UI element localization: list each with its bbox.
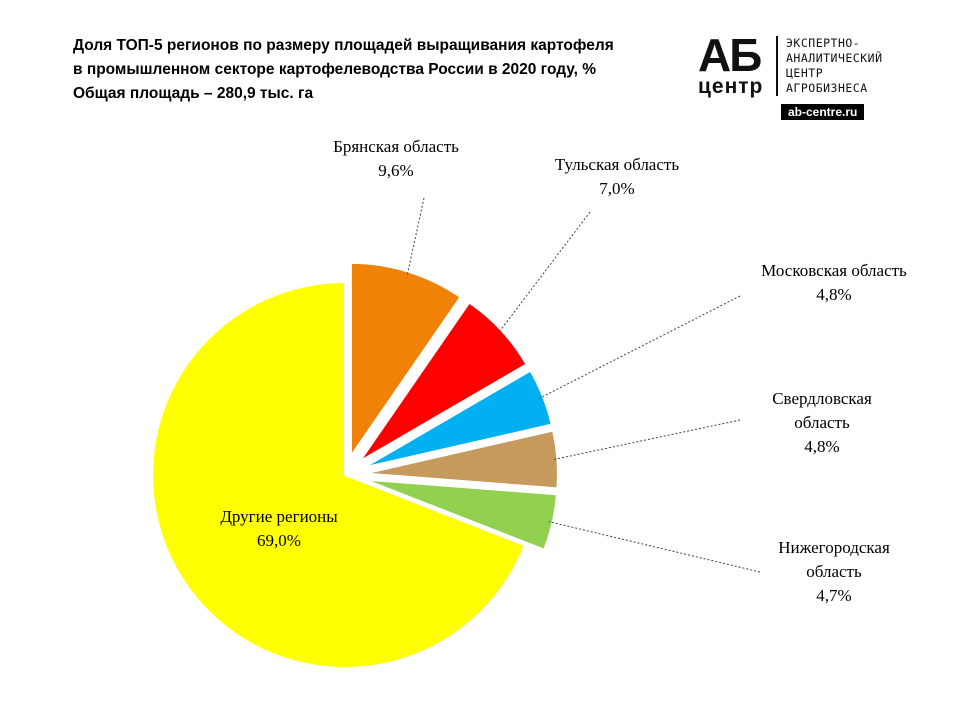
ab-centre-logo: АБ центр ЭКСПЕРТНО- АНАЛИТИЧЕСКИЙ ЦЕНТР … (690, 30, 940, 122)
leader-line (553, 419, 741, 461)
slice-name-label: Другие регионы (220, 507, 338, 526)
slice-value-label: 69,0% (257, 531, 301, 550)
slice-name-label: Тульская область (555, 155, 679, 174)
pie-slice (151, 280, 527, 669)
logo-text-line: ЭКСПЕРТНО- (786, 36, 861, 50)
title-line-2: в промышленном секторе картофелеводства … (73, 61, 597, 78)
leader-line (497, 211, 591, 334)
slice-name-label: область (806, 562, 862, 581)
logo-text-line: АНАЛИТИЧЕСКИЙ (786, 51, 883, 65)
slice-value-label: 4,8% (816, 285, 851, 304)
leader-line (406, 197, 425, 276)
slice-name-label: область (794, 413, 850, 432)
slice-value-label: 9,6% (378, 161, 413, 180)
logo-mark-ab: АБ (698, 29, 762, 81)
pie-slice (349, 261, 462, 460)
title-line-3: Общая площадь – 280,9 тыс. га (73, 85, 314, 102)
logo-mark: АБ центр (690, 30, 776, 100)
logo-separator (776, 36, 778, 96)
leader-line (539, 295, 741, 399)
slice-name-label: Московская область (761, 261, 907, 280)
logo-text: ЭКСПЕРТНО- АНАЛИТИЧЕСКИЙ ЦЕНТР АГРОБИЗНЕ… (786, 36, 883, 96)
logo-text-line: АГРОБИЗНЕСА (786, 81, 868, 95)
slice-name-label: Брянская область (333, 137, 459, 156)
logo-text-line: ЦЕНТР (786, 66, 824, 80)
pie-slice (364, 429, 559, 490)
slice-name-label: Нижегородская (778, 538, 890, 557)
logo-mark-centr: центр (698, 75, 764, 98)
slice-value-label: 4,7% (816, 586, 851, 605)
title-line-1: Доля ТОП-5 регионов по размеру площадей … (73, 37, 614, 54)
chart-title: Доля ТОП-5 регионов по размеру площадей … (73, 34, 713, 106)
leader-line (548, 521, 761, 573)
slice-name-label: Свердловская (772, 389, 872, 408)
logo-url: ab-centre.ru (781, 104, 865, 120)
pie-slice (358, 301, 528, 463)
slice-value-label: 7,0% (599, 179, 634, 198)
slice-value-label: 4,8% (804, 437, 839, 456)
